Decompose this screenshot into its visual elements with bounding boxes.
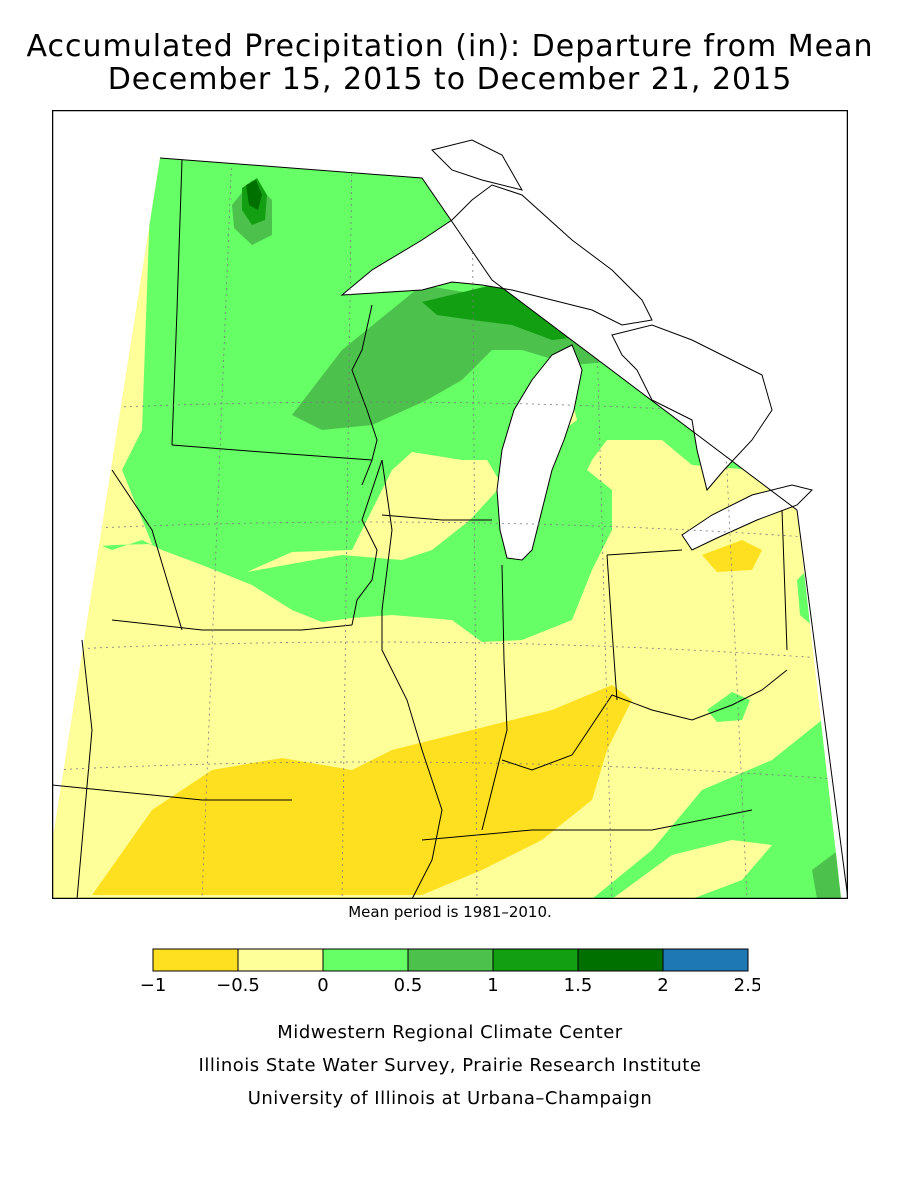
legend-tick-label: −1 (140, 975, 166, 996)
legend-bin (407, 948, 494, 972)
border-mn-ia (171, 444, 373, 461)
great-lakes (340, 139, 813, 561)
mean-period-note: Mean period is 1981–2010. (348, 903, 552, 921)
lake-erie (681, 484, 813, 551)
legend-bin (492, 948, 579, 972)
border-mi-oh (606, 549, 683, 556)
legend-tick-label: 0.5 (394, 975, 423, 996)
zone-wet-max (246, 180, 262, 210)
legend-bin (662, 948, 749, 972)
credit-line-2: Illinois State Water Survey, Prairie Res… (198, 1055, 702, 1076)
border-ky-tn (421, 809, 753, 841)
color-legend: −1 −0.5 0 0.5 1 1.5 2 2.5 (140, 948, 760, 996)
border-in-oh (606, 554, 618, 701)
lake-superior (340, 184, 653, 326)
legend-bin (237, 948, 324, 972)
legend-tick-label: 2 (657, 975, 668, 996)
credit-line-3: University of Illinois at Urbana–Champai… (247, 1088, 653, 1109)
lake-michigan (496, 344, 583, 561)
border-ne-ia (111, 469, 183, 631)
zone-dry-strong-ohio (702, 540, 762, 572)
zone-wet-ohio-spot (707, 692, 750, 722)
border-ia-il (351, 459, 383, 626)
border-oh-pa (781, 509, 788, 651)
legend-bins (152, 948, 749, 972)
map-title-line2: December 15, 2015 to December 21, 2015 (107, 62, 793, 97)
border-mo-ar (52, 784, 292, 801)
border-ohio-river (501, 669, 788, 771)
legend-tick-label: 2.5 (734, 975, 760, 996)
border-wi-il (381, 514, 492, 521)
border-mo-il-river (381, 459, 443, 899)
zone-dry-southeast (612, 840, 772, 899)
border-mn-sd (171, 159, 183, 446)
legend-tick-label: −0.5 (216, 975, 260, 996)
legend-tick-label: 0 (317, 975, 328, 996)
lake-superior-north-shore (431, 139, 524, 191)
zone-wet-southeast (592, 710, 848, 899)
legend-ticks: −1 −0.5 0 0.5 1 1.5 2 2.5 (140, 975, 760, 996)
credit-line-1: Midwestern Regional Climate Center (277, 1022, 623, 1043)
legend-tick-label: 1 (487, 975, 498, 996)
border-ia-mo (111, 619, 353, 631)
precipitation-map (52, 110, 848, 899)
map-title-line1: Accumulated Precipitation (in): Departur… (26, 29, 874, 64)
legend-bin (322, 948, 409, 972)
border-ks-mo (76, 639, 93, 899)
zone-dry-strong (92, 685, 632, 895)
map-region-outline (159, 157, 848, 899)
state-boundaries (52, 159, 788, 899)
lat-lon-grid (52, 158, 848, 899)
map-frame (52, 110, 848, 899)
lake-huron (611, 324, 773, 492)
legend-bin (577, 948, 664, 972)
legend-bin (152, 948, 239, 972)
legend-tick-label: 1.5 (564, 975, 593, 996)
zone-dry-pocket (247, 452, 502, 572)
border-il-in (481, 564, 508, 831)
